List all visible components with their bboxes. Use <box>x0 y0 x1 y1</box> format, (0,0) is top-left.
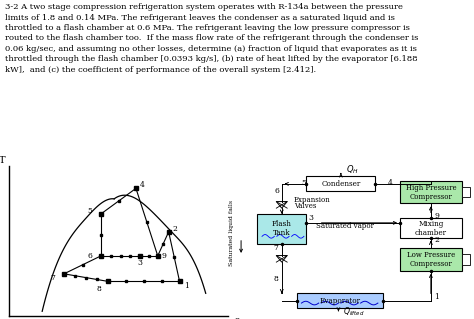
Text: Expansion: Expansion <box>294 196 331 204</box>
Polygon shape <box>276 202 287 208</box>
Text: 9: 9 <box>435 212 439 220</box>
Text: High Pressure
Compressor: High Pressure Compressor <box>406 183 456 201</box>
Text: 8: 8 <box>96 285 101 293</box>
FancyBboxPatch shape <box>306 176 375 191</box>
FancyBboxPatch shape <box>297 293 383 308</box>
Text: 3: 3 <box>138 259 143 267</box>
Text: 5: 5 <box>88 207 92 215</box>
Text: 4: 4 <box>140 182 145 189</box>
Text: Evaporator: Evaporator <box>319 297 360 305</box>
Text: $Q_H$: $Q_H$ <box>346 164 359 176</box>
FancyBboxPatch shape <box>400 218 462 238</box>
Text: 8: 8 <box>273 275 278 283</box>
FancyBboxPatch shape <box>257 214 306 244</box>
Text: 3-2 A two stage compression refrigeration system operates with R-134a between th: 3-2 A two stage compression refrigeratio… <box>5 3 418 74</box>
Text: s: s <box>234 316 239 319</box>
Text: 1: 1 <box>435 293 439 301</box>
Text: 7: 7 <box>51 274 55 282</box>
Text: $Q_{lifted}$: $Q_{lifted}$ <box>343 305 365 318</box>
Text: Low Pressure
Compressor: Low Pressure Compressor <box>407 251 455 268</box>
FancyBboxPatch shape <box>400 181 462 204</box>
Text: 9: 9 <box>162 252 167 260</box>
FancyBboxPatch shape <box>400 248 462 271</box>
Polygon shape <box>276 256 287 262</box>
Text: 6: 6 <box>88 252 92 260</box>
Text: 2: 2 <box>435 236 439 244</box>
Text: 7: 7 <box>273 244 278 252</box>
Text: Saturated liquid falls: Saturated liquid falls <box>229 200 234 266</box>
Text: Mixing
chamber: Mixing chamber <box>415 219 447 237</box>
Text: 5: 5 <box>301 179 306 187</box>
Text: T: T <box>0 156 5 165</box>
Text: 1: 1 <box>183 282 189 290</box>
Text: 2: 2 <box>173 225 178 233</box>
FancyBboxPatch shape <box>462 254 470 265</box>
Text: 6: 6 <box>274 187 279 195</box>
FancyBboxPatch shape <box>462 187 470 197</box>
Text: 4: 4 <box>388 179 392 187</box>
Text: Condenser: Condenser <box>321 180 361 188</box>
Text: Saturated vapor: Saturated vapor <box>316 222 374 230</box>
Text: Flash
Tank: Flash Tank <box>272 220 292 237</box>
Text: 3: 3 <box>309 214 314 222</box>
Text: Valves: Valves <box>294 202 317 210</box>
